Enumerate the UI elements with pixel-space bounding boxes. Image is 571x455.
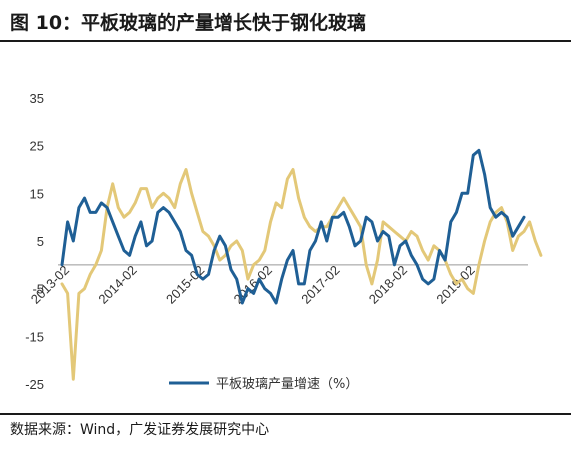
y-tick-label: 35 (30, 91, 44, 106)
y-tick-label: -15 (25, 329, 44, 344)
series-lines (60, 148, 543, 381)
y-tick-label: -5 (32, 282, 44, 297)
chart-title: 图 10：平板玻璃的产量增长快于钢化玻璃 (10, 12, 367, 34)
legend: 平板玻璃产量增速（%） (169, 377, 358, 392)
title-divider (0, 40, 571, 42)
y-axis: 35 25 15 5 -5 -15 -25 (25, 91, 44, 392)
flat-glass-output-growth-line (60, 148, 526, 305)
legend-label: 平板玻璃产量增速（%） (216, 377, 358, 392)
y-tick-label: 15 (30, 186, 44, 201)
source-note: 数据来源：Wind，广发证券发展研究中心 (10, 422, 270, 438)
x-tick-label: 2014-02 (95, 262, 139, 306)
y-tick-label: 25 (30, 139, 44, 154)
x-tick-label: 2015-02 (163, 262, 207, 306)
footer-divider (0, 413, 571, 415)
tempered-glass-output-growth-line (60, 168, 543, 381)
y-tick-label: -25 (25, 377, 44, 392)
y-tick-label: 5 (37, 234, 44, 249)
